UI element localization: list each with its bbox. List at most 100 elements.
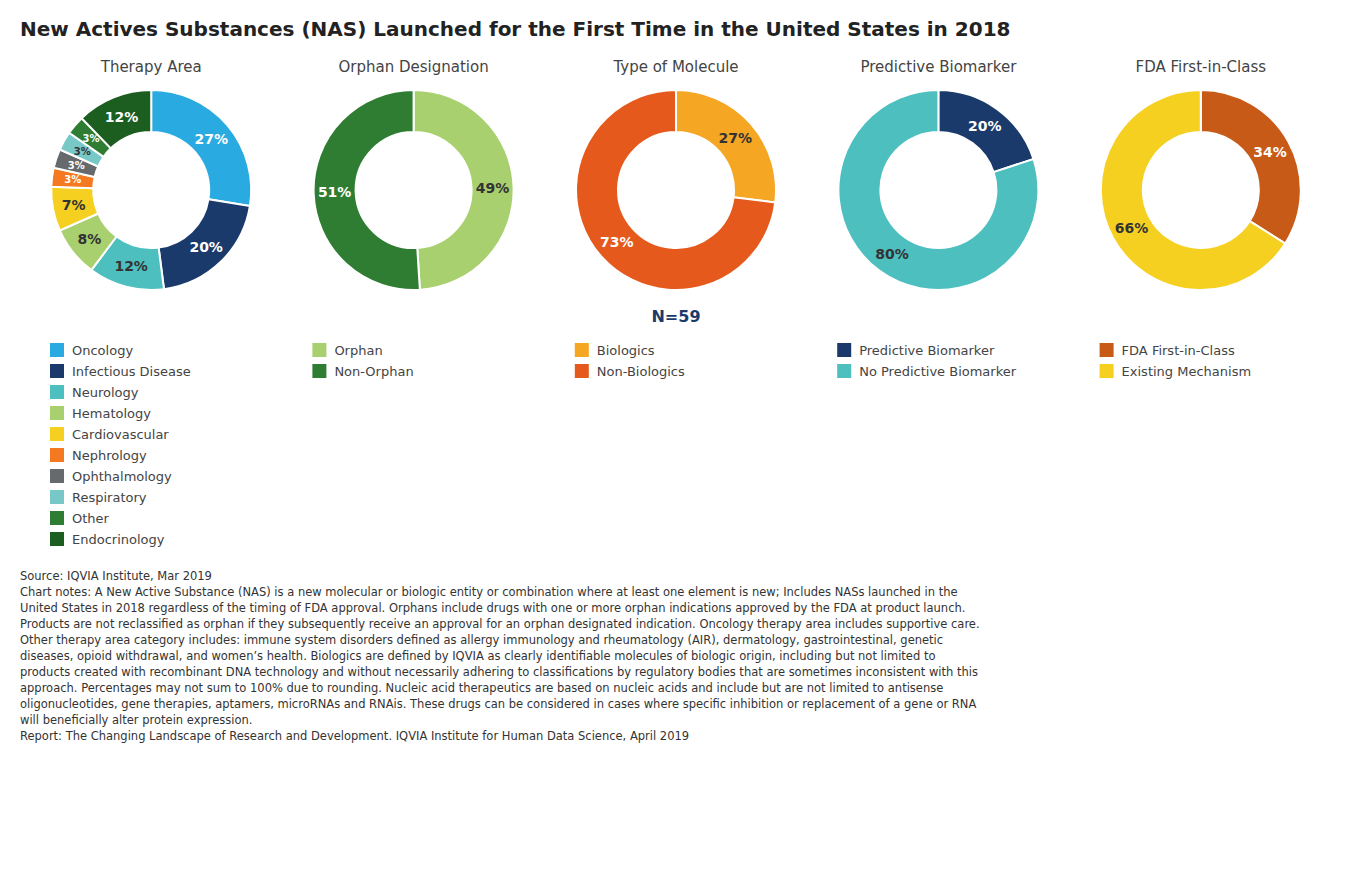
legend-entry: Other [72, 511, 110, 526]
legend-swatch [50, 448, 64, 462]
data-label: 27% [195, 131, 229, 147]
donut-slice [82, 90, 152, 148]
legend-swatch [50, 511, 64, 525]
legend-swatch [837, 343, 851, 357]
footnote-line: Source: IQVIA Institute, Mar 2019 [20, 569, 212, 583]
legend-swatch [575, 364, 589, 378]
donut-slice [1101, 90, 1285, 290]
legend: Orphan Non-Orphan [312, 343, 413, 379]
legend-entry: FDA First-in-Class [1122, 343, 1235, 358]
legend-entry: Predictive Biomarker [859, 343, 995, 358]
donut-slice [414, 90, 514, 290]
footnote-line: United States in 2018 regardless of the … [20, 601, 965, 615]
data-labels: 49% 51% [318, 180, 509, 201]
footnote-line: Other therapy area category includes: im… [20, 633, 943, 647]
footnote-line: products created with recombinant DNA te… [20, 665, 978, 679]
footnote: Report: The Changing Landscape of Resear… [20, 729, 689, 743]
donut-slice [1201, 90, 1301, 244]
legend-swatch [50, 385, 64, 399]
legend-swatch [50, 364, 64, 378]
legend-swatch [312, 343, 326, 357]
legend-swatch [50, 343, 64, 357]
footnote-line: approach. Percentages may not sum to 100… [20, 681, 943, 695]
data-label: 73% [600, 234, 634, 250]
data-labels: 27% 73% [600, 130, 752, 250]
data-label: 3% [68, 160, 85, 171]
donut-slice [838, 90, 1038, 290]
donut-chart: FDA First-in-Class 34% 66% FDA First-in-Cla… [1100, 58, 1301, 379]
footnote-line: will beneficially alter protein expressi… [20, 713, 252, 727]
legend-entry: Oncology [72, 343, 133, 358]
data-labels: 34% 66% [1115, 144, 1287, 236]
data-label: 3% [74, 146, 91, 157]
legend-entry: Orphan [334, 343, 382, 358]
legend-swatch [50, 406, 64, 420]
donut-chart: Orphan Designation 49% 51% Orphan Non-Orphan [312, 58, 513, 379]
footnote: Source: IQVIA Institute, Mar 2019 [20, 569, 212, 583]
legend-entry: Infectious Disease [72, 364, 191, 379]
legend: Biologics Non-Biologics [575, 343, 685, 379]
data-labels: 20% 80% [875, 118, 1001, 262]
donut-slice [51, 187, 98, 231]
legend-entry: Nephrology [72, 448, 147, 463]
legend-swatch [837, 364, 851, 378]
chart-title: Type of Molecule [612, 58, 738, 76]
slices [1101, 90, 1301, 290]
chart-title: FDA First-in-Class [1136, 58, 1267, 76]
legend-swatch [50, 490, 64, 504]
legend-swatch [50, 532, 64, 546]
slices [838, 90, 1038, 290]
donut-slice [938, 90, 1033, 172]
data-label: 3% [64, 174, 81, 185]
data-label: 12% [114, 258, 148, 274]
legend-entry: Existing Mechanism [1122, 364, 1251, 379]
legend-entry: Hematology [72, 406, 151, 421]
data-label: 20% [968, 118, 1002, 134]
donut-chart: Predictive Biomarker 20% 80% Predictive Bio… [837, 58, 1038, 379]
legend-swatch [1100, 343, 1114, 357]
data-label: 20% [189, 239, 223, 255]
legend-entry: Endocrinology [72, 532, 165, 547]
legend-entry: Biologics [597, 343, 655, 358]
legend-entry: Cardiovascular [72, 427, 169, 442]
donut-slice [159, 199, 250, 289]
footnote: Chart notes: A New Active Substance (NAS… [20, 585, 980, 727]
chart-title: Therapy Area [100, 58, 202, 76]
data-label: 66% [1115, 220, 1149, 236]
donut-chart: Therapy Area27%20%12%8%7%3%3%3%3%12%Onco… [50, 58, 251, 547]
legend-entry: Respiratory [72, 490, 147, 505]
data-labels: 27%20%12%8%7%3%3%3%3%12% [62, 109, 228, 275]
data-label: 8% [78, 231, 102, 247]
legend: Predictive Biomarker No Predictive Biomar… [837, 343, 1017, 379]
slices [51, 90, 251, 290]
footnote-line: Chart notes: A New Active Substance (NAS… [20, 585, 958, 599]
legend-entry: Ophthalmology [72, 469, 172, 484]
legend: FDA First-in-Class Existing Mechanism [1100, 343, 1251, 379]
data-label: 7% [62, 197, 86, 213]
donut-chart: Type of Molecule 27% 73% Biologics Non-Biolo… [575, 58, 776, 379]
data-label: 27% [719, 130, 753, 146]
data-label: 49% [476, 180, 510, 196]
legend-swatch [50, 427, 64, 441]
donut-slice [576, 90, 775, 290]
data-label: 51% [318, 184, 352, 200]
slices [314, 90, 514, 290]
chart-title: Orphan Designation [339, 58, 489, 76]
legend-entry: No Predictive Biomarker [859, 364, 1017, 379]
footnote-line: oligonucleotides, gene therapies, aptame… [20, 697, 976, 711]
legend-entry: Non-Orphan [334, 364, 413, 379]
legend-entry: Non-Biologics [597, 364, 685, 379]
data-label: 80% [875, 246, 909, 262]
sample-size: N=59 [651, 307, 700, 326]
data-label: 12% [105, 109, 139, 125]
chart-page: New Actives Substances (NAS) Launched fo… [0, 0, 1352, 894]
footnote-line: Products are not reclassified as orphan … [20, 617, 980, 631]
donut-slice [151, 90, 251, 206]
legend-swatch [1100, 364, 1114, 378]
footnote-line: diseases, opioid withdrawal, and women’s… [20, 649, 935, 663]
page-title: New Actives Substances (NAS) Launched fo… [20, 17, 1011, 41]
data-label: 34% [1253, 144, 1287, 160]
legend-swatch [50, 469, 64, 483]
legend-swatch [312, 364, 326, 378]
background [0, 0, 1352, 894]
